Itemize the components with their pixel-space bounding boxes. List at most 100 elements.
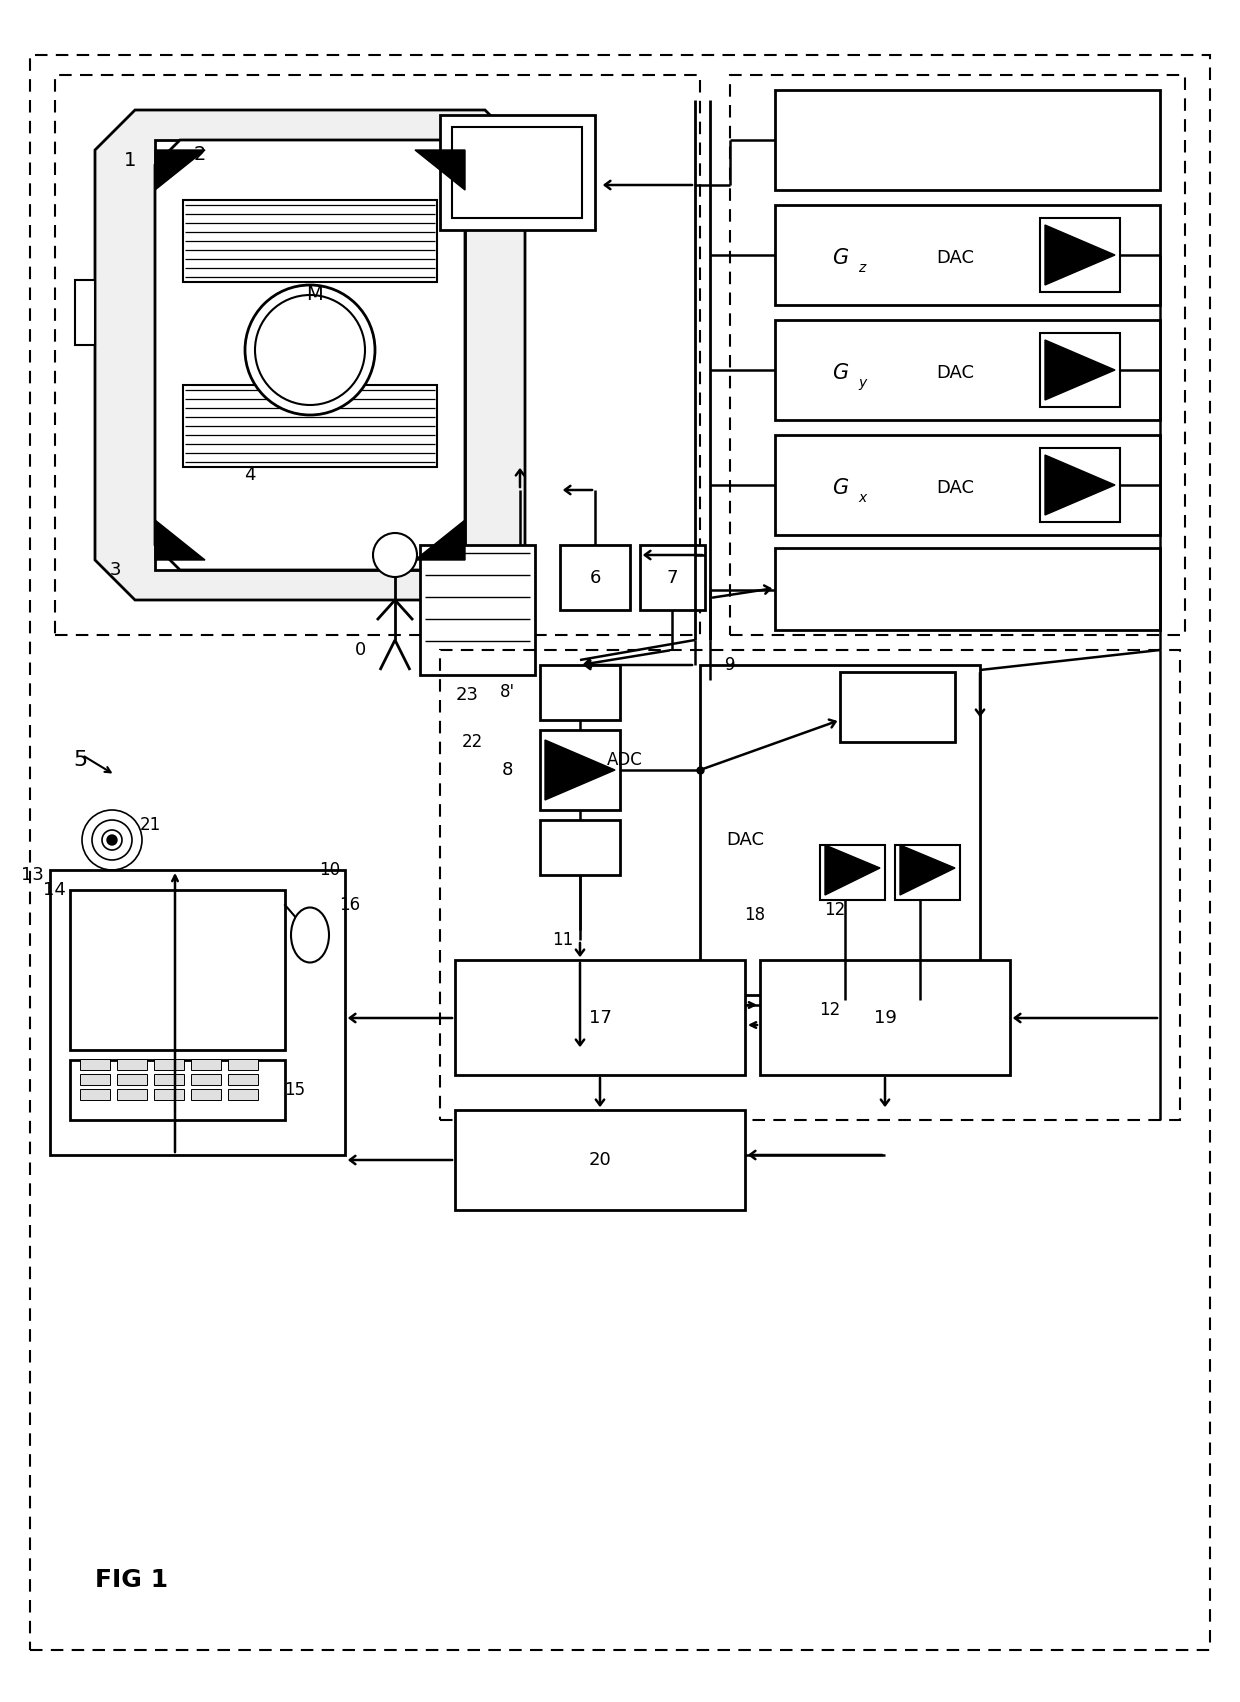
Bar [191, 1089, 221, 1099]
Bar [560, 545, 630, 609]
Text: M: M [305, 286, 322, 305]
Bar [453, 128, 582, 218]
Bar [701, 665, 980, 996]
Text: 1: 1 [124, 150, 136, 170]
Bar [420, 545, 534, 676]
Text: 8: 8 [501, 761, 512, 780]
Bar [184, 201, 436, 283]
Text: x: x [858, 490, 866, 505]
Text: G: G [832, 478, 848, 499]
Bar [117, 1059, 148, 1071]
Text: 17: 17 [589, 1009, 611, 1026]
Bar [69, 1060, 285, 1120]
Bar [117, 1089, 148, 1099]
Ellipse shape [291, 907, 329, 963]
Text: 14: 14 [43, 882, 66, 899]
Bar [74, 281, 95, 346]
Polygon shape [900, 844, 955, 895]
Bar [440, 650, 1180, 1120]
Bar [81, 1074, 110, 1084]
Text: 2: 2 [193, 145, 206, 165]
Bar [117, 1074, 148, 1084]
Bar [839, 672, 955, 742]
Bar [154, 1059, 184, 1071]
Text: 12: 12 [820, 1001, 841, 1019]
Polygon shape [1045, 225, 1115, 284]
Bar [539, 820, 620, 875]
Text: ADC: ADC [608, 751, 642, 769]
Bar [775, 436, 1159, 534]
Text: 4: 4 [244, 466, 255, 483]
Polygon shape [825, 844, 880, 895]
Bar [55, 75, 701, 635]
Text: DAC: DAC [936, 478, 973, 497]
Text: DAC: DAC [725, 831, 764, 849]
Circle shape [107, 836, 117, 844]
Text: z: z [858, 260, 866, 276]
Polygon shape [155, 150, 205, 191]
Bar [640, 545, 706, 609]
Bar [775, 90, 1159, 191]
Bar [191, 1074, 221, 1084]
Text: 0: 0 [355, 642, 366, 659]
Text: 15: 15 [284, 1081, 305, 1099]
Text: 22: 22 [461, 734, 482, 751]
Bar [184, 385, 436, 466]
Text: y: y [858, 376, 866, 390]
Text: 16: 16 [340, 895, 361, 914]
Polygon shape [155, 521, 205, 560]
Text: DAC: DAC [936, 364, 973, 381]
Text: 13: 13 [21, 866, 43, 883]
Bar [154, 1074, 184, 1084]
Text: FIG 1: FIG 1 [95, 1568, 169, 1591]
Text: 19: 19 [873, 1009, 897, 1026]
Text: 20: 20 [589, 1151, 611, 1169]
Bar [1040, 448, 1120, 523]
Bar [228, 1089, 258, 1099]
Bar [440, 116, 595, 230]
Text: 8': 8' [500, 683, 515, 701]
Polygon shape [415, 521, 465, 560]
Text: 6: 6 [589, 568, 600, 587]
Bar [81, 1059, 110, 1071]
Polygon shape [415, 150, 465, 191]
Text: G: G [832, 248, 848, 267]
Bar [154, 1089, 184, 1099]
Text: 21: 21 [139, 815, 161, 834]
Text: 7: 7 [666, 568, 678, 587]
Text: 9: 9 [725, 655, 735, 674]
Bar [50, 870, 345, 1156]
Bar [1040, 334, 1120, 407]
Text: DAC: DAC [936, 248, 973, 267]
Text: 5: 5 [73, 751, 87, 769]
Polygon shape [155, 140, 465, 570]
Bar [539, 730, 620, 810]
Bar [760, 960, 1011, 1076]
Bar [455, 1110, 745, 1210]
Bar [81, 1089, 110, 1099]
Circle shape [255, 294, 365, 405]
Bar [820, 844, 885, 900]
Polygon shape [546, 740, 615, 800]
Bar [775, 204, 1159, 305]
Bar [191, 1059, 221, 1071]
Circle shape [373, 533, 417, 577]
Text: 11: 11 [552, 931, 574, 950]
Bar [69, 890, 285, 1050]
Text: 3: 3 [109, 562, 120, 579]
Bar [775, 320, 1159, 420]
Bar [228, 1059, 258, 1071]
Bar [775, 548, 1159, 630]
Bar [1040, 218, 1120, 293]
Bar [539, 665, 620, 720]
Bar [730, 75, 1185, 635]
Text: 23: 23 [455, 686, 479, 705]
Polygon shape [95, 111, 525, 601]
Circle shape [246, 284, 374, 415]
Polygon shape [1045, 454, 1115, 516]
Polygon shape [1045, 340, 1115, 400]
Text: G: G [832, 363, 848, 383]
Bar [455, 960, 745, 1076]
Bar [895, 844, 960, 900]
Text: 18: 18 [744, 905, 765, 924]
